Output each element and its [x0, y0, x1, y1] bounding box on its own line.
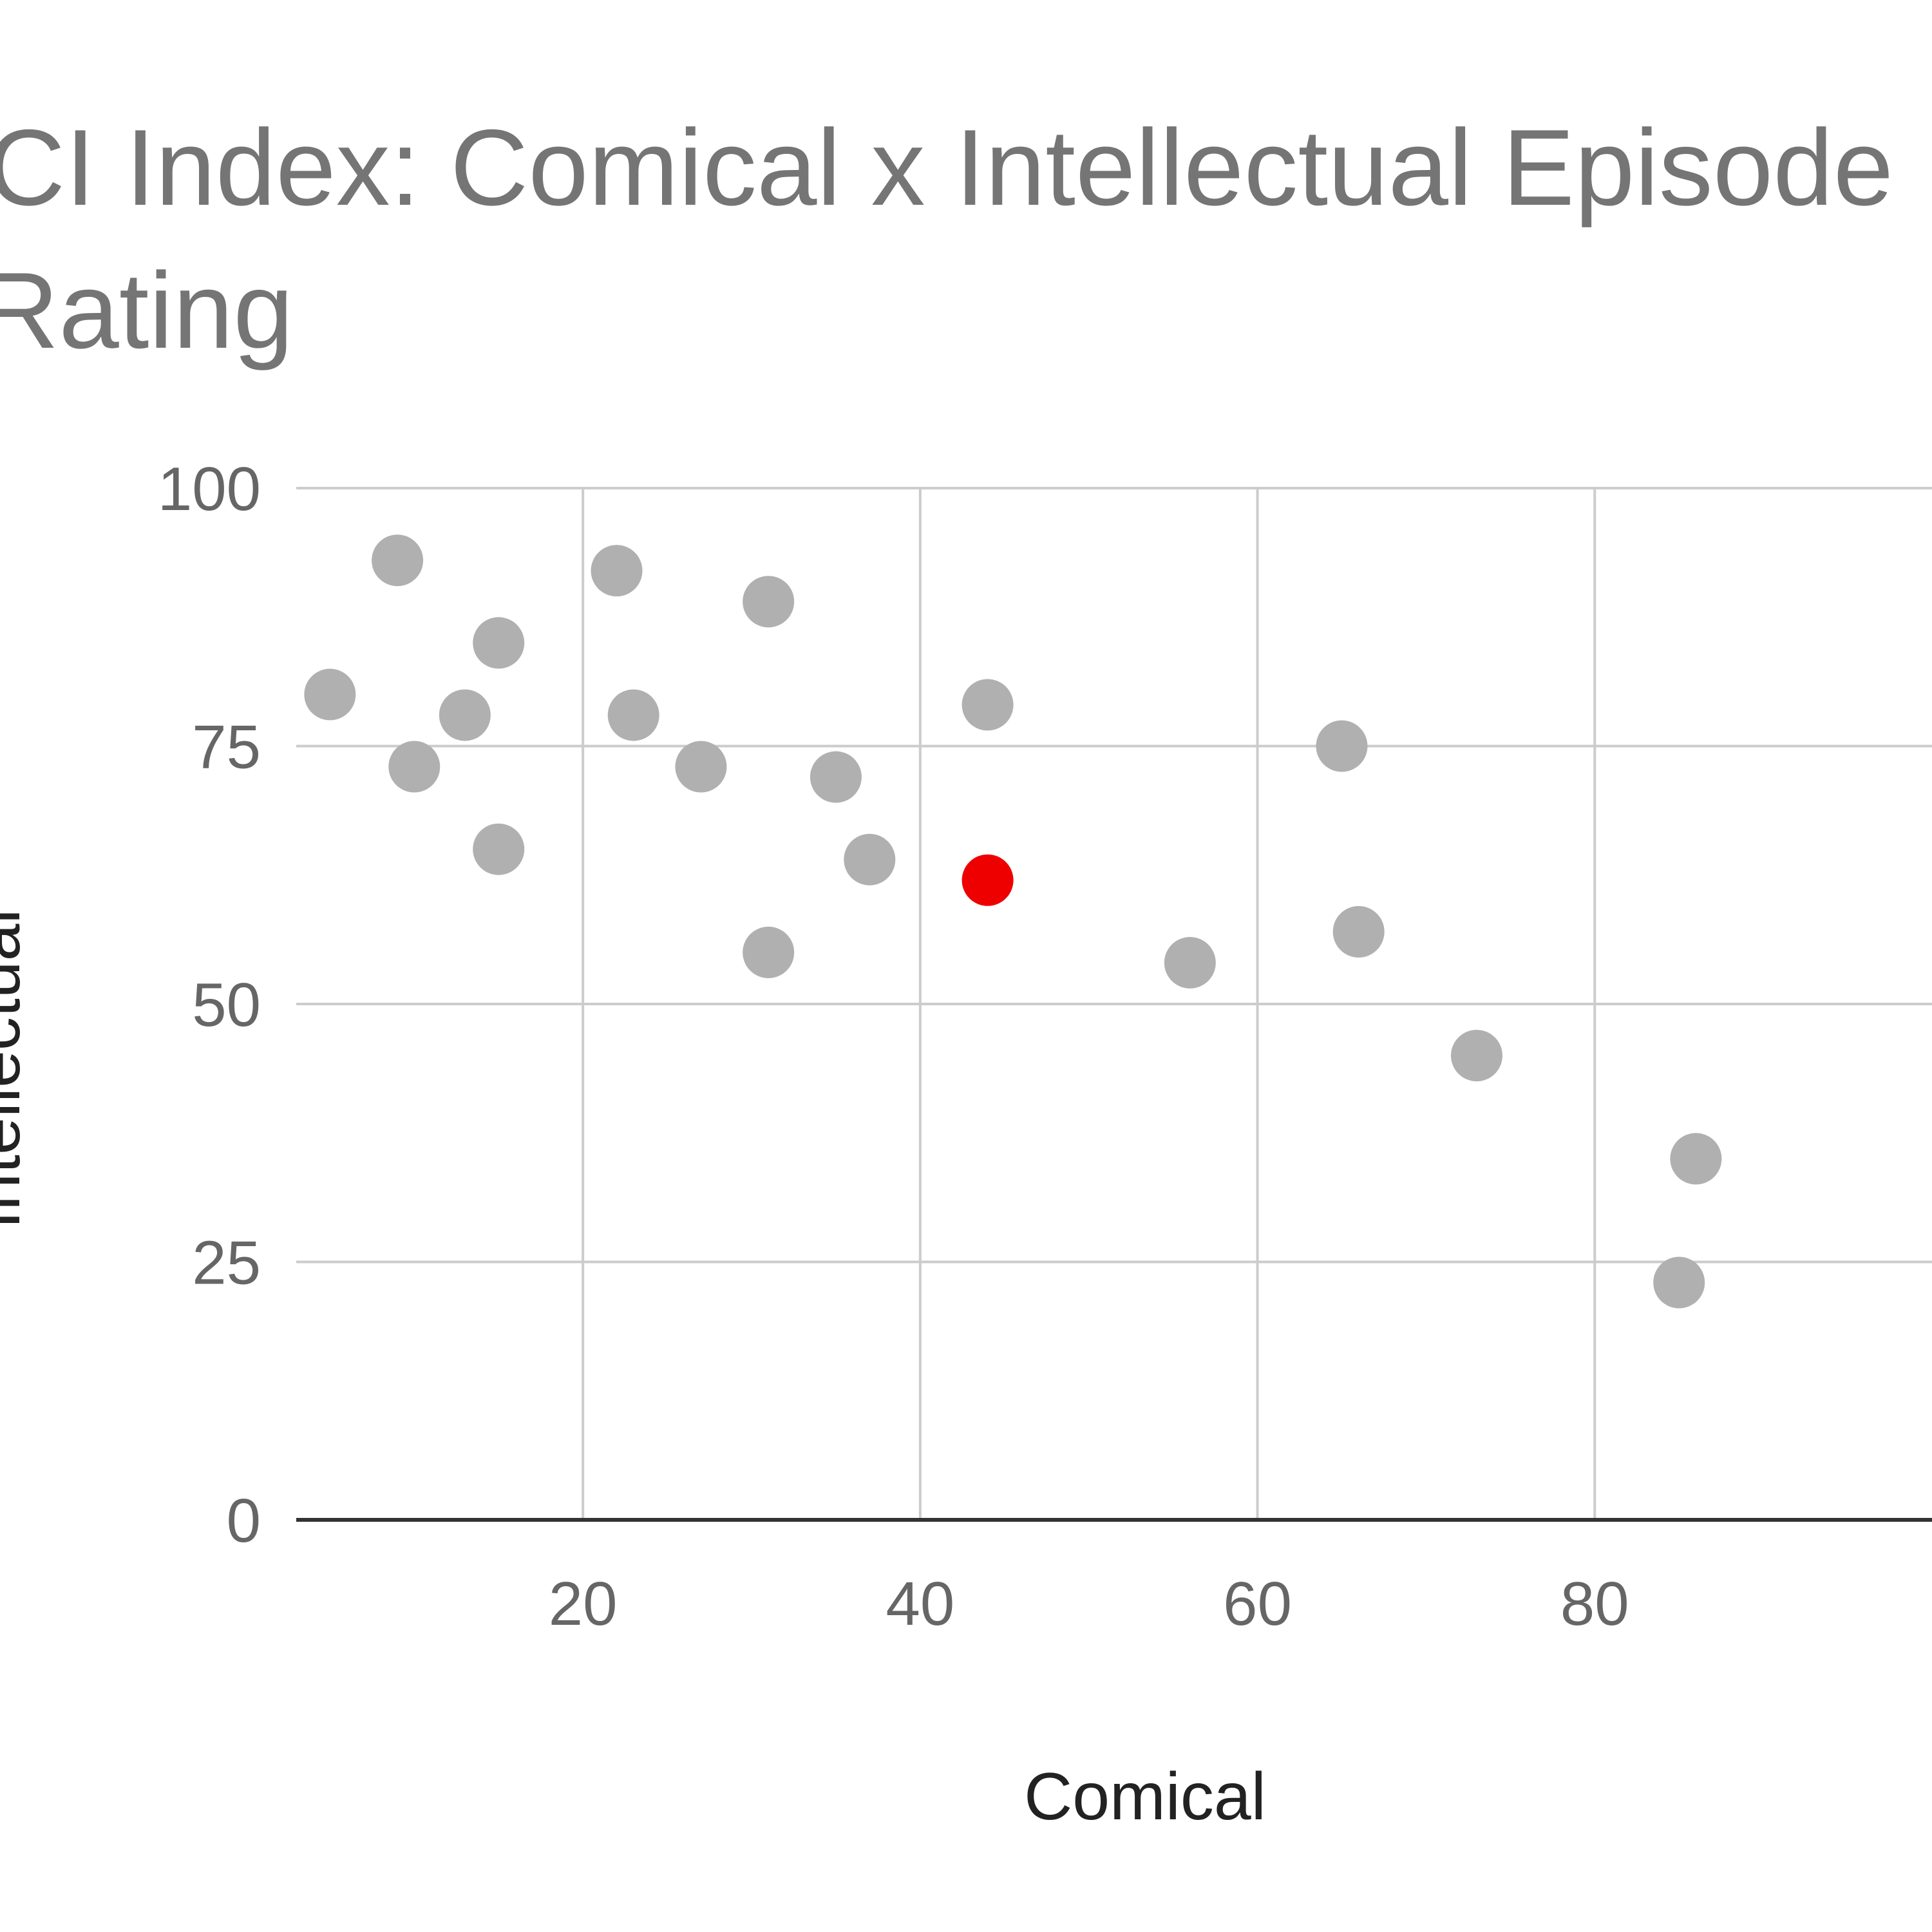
data-point [743, 926, 795, 978]
data-point [1164, 936, 1216, 989]
data-point [473, 617, 525, 669]
data-point [388, 741, 440, 793]
x-tick-label: 80 [1560, 1569, 1629, 1638]
data-point [439, 689, 491, 741]
data-point [372, 535, 424, 587]
x-axis-label: Comical [1024, 1759, 1266, 1834]
data-point [1332, 905, 1385, 958]
y-tick-label: 75 [192, 713, 261, 782]
data-point [591, 545, 643, 597]
data-point [675, 741, 727, 793]
data-point [1450, 1030, 1502, 1082]
data-point [844, 833, 896, 886]
data-point [607, 689, 659, 741]
y-tick-label: 25 [192, 1229, 261, 1298]
y-tick-label: 100 [158, 455, 261, 524]
chart-title-line-1: CI Index: Comical x Intellectual Episode [0, 107, 1893, 228]
y-axis-label: Intellectual [0, 909, 34, 1229]
data-points [304, 535, 1722, 1309]
grid-layer [296, 487, 1932, 1522]
data-point [1316, 720, 1368, 772]
x-tick-label: 60 [1223, 1569, 1292, 1638]
x-tick-label: 40 [886, 1569, 954, 1638]
data-point [743, 576, 795, 628]
data-point [1653, 1256, 1705, 1309]
data-point [473, 823, 525, 875]
data-point [810, 751, 862, 803]
highlighted-data-point [961, 854, 1014, 906]
chart-title-line-2: Rating [0, 250, 294, 371]
y-tick-label: 50 [192, 971, 261, 1039]
data-point [1670, 1133, 1722, 1185]
tick-labels: 0 25 50 75 100 20 40 60 80 [158, 455, 1629, 1638]
data-point [304, 668, 356, 721]
data-point [961, 679, 1014, 731]
y-tick-label: 0 [227, 1486, 261, 1555]
x-tick-label: 20 [549, 1569, 618, 1638]
